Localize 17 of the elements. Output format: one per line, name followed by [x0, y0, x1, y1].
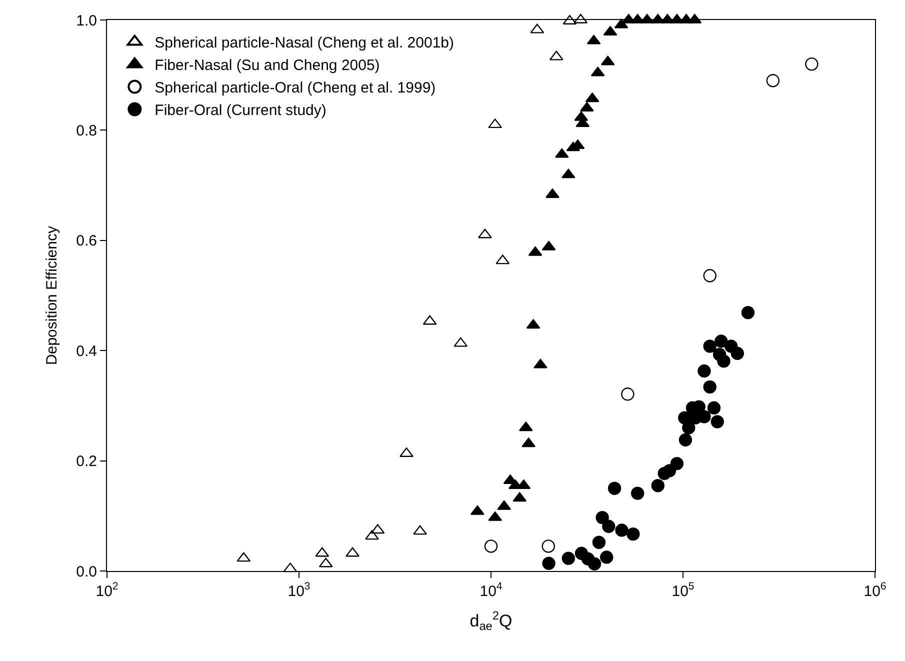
y-tick-label: 0.0 [76, 563, 97, 580]
x-tick-label: 10$^{5}$ [672, 580, 694, 600]
y-tick-label: 0.6 [76, 232, 97, 250]
legend-label: Fiber-Oral (Current study) [154, 102, 326, 120]
x-tick-label: 10$^{2}$ [96, 580, 118, 600]
legend-label: Spherical particle-Nasal (Cheng et al. 2001b) [154, 34, 454, 52]
x-axis-title: d$_{ae}$$^{2}$Q [470, 608, 512, 633]
x-tick-label: 10$^{3}$ [288, 580, 310, 600]
y-axis-title: Deposition Efficiency [43, 226, 60, 365]
legend-label: Fiber-Nasal (Su and Cheng 2005) [154, 57, 380, 74]
x-tick-label: 10$^{4}$ [480, 580, 502, 600]
y-tick-label: 0.4 [76, 342, 97, 360]
legend-label: Spherical particle-Oral (Cheng et al. 1999) [154, 80, 436, 97]
x-tick-label: 10$^{6}$ [864, 580, 886, 600]
y-tick-label: 0.2 [76, 453, 97, 470]
y-tick-label: 1.0 [76, 12, 97, 30]
y-tick-label: 0.8 [76, 122, 97, 140]
